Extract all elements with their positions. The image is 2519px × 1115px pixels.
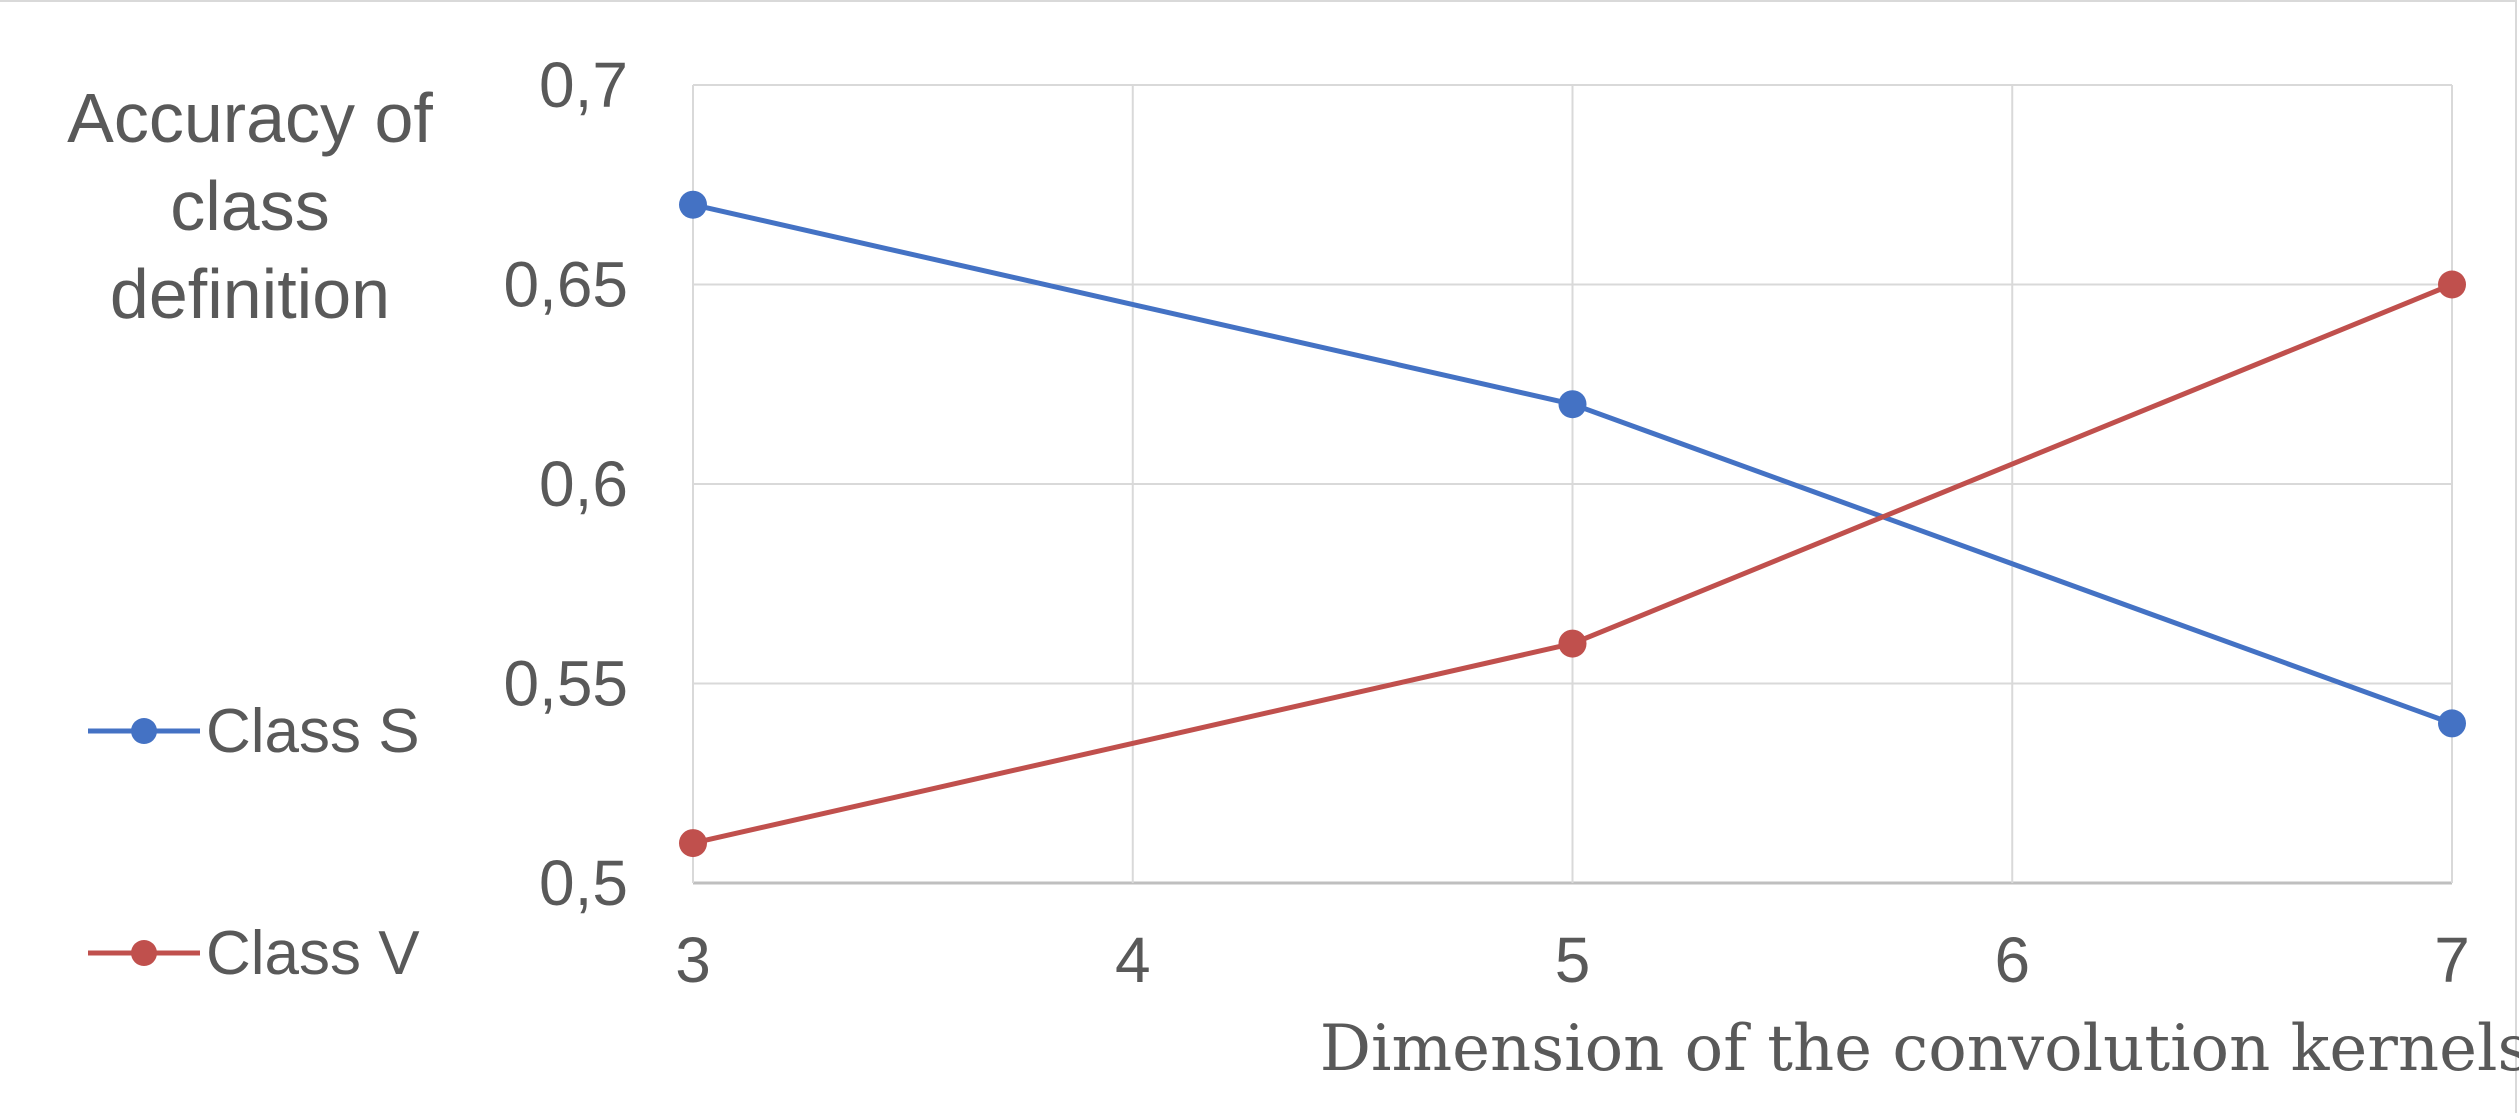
series: [679, 190, 2466, 858]
x-tick-label: 3: [675, 924, 711, 996]
legend: Class S Class V: [88, 697, 420, 988]
data-point-class-s[interactable]: [1558, 390, 1587, 419]
data-point-class-v[interactable]: [679, 829, 707, 858]
x-tick-label: 6: [1994, 924, 2030, 996]
grid: [692, 84, 2453, 885]
x-tick-labels: 3 4 5 6 7: [675, 924, 2470, 996]
data-point-class-v[interactable]: [1558, 629, 1587, 658]
data-point-class-v[interactable]: [2438, 270, 2466, 299]
y-tick-labels: 0,5 0,55 0,6 0,65 0,7: [503, 49, 628, 919]
data-point-class-s[interactable]: [2438, 709, 2466, 738]
y-axis-title-line-3: definition: [110, 255, 390, 333]
y-tick-label: 0,65: [503, 249, 628, 321]
x-axis-title: Dimension of the convolution kernels: [1320, 1012, 2519, 1086]
x-tick-label: 7: [2434, 924, 2470, 996]
x-tick-label: 5: [1555, 924, 1591, 996]
legend-label-class-v: Class V: [206, 919, 420, 988]
y-tick-label: 0,6: [539, 448, 628, 520]
y-tick-label: 0,55: [503, 648, 628, 720]
legend-marker-class-s: [131, 718, 157, 744]
y-axis-title: Accuracy of class definition: [67, 79, 433, 333]
data-point-class-s[interactable]: [679, 190, 707, 219]
legend-item-class-v[interactable]: Class V: [88, 919, 420, 988]
y-tick-label: 0,7: [539, 49, 628, 121]
y-axis-title-line-1: Accuracy of: [67, 79, 433, 157]
legend-item-class-s[interactable]: Class S: [88, 697, 420, 766]
legend-label-class-s: Class S: [206, 697, 420, 766]
y-axis-title-line-2: class: [170, 167, 329, 245]
y-tick-label: 0,5: [539, 847, 628, 919]
x-tick-label: 4: [1115, 924, 1151, 996]
legend-marker-class-v: [131, 940, 157, 966]
